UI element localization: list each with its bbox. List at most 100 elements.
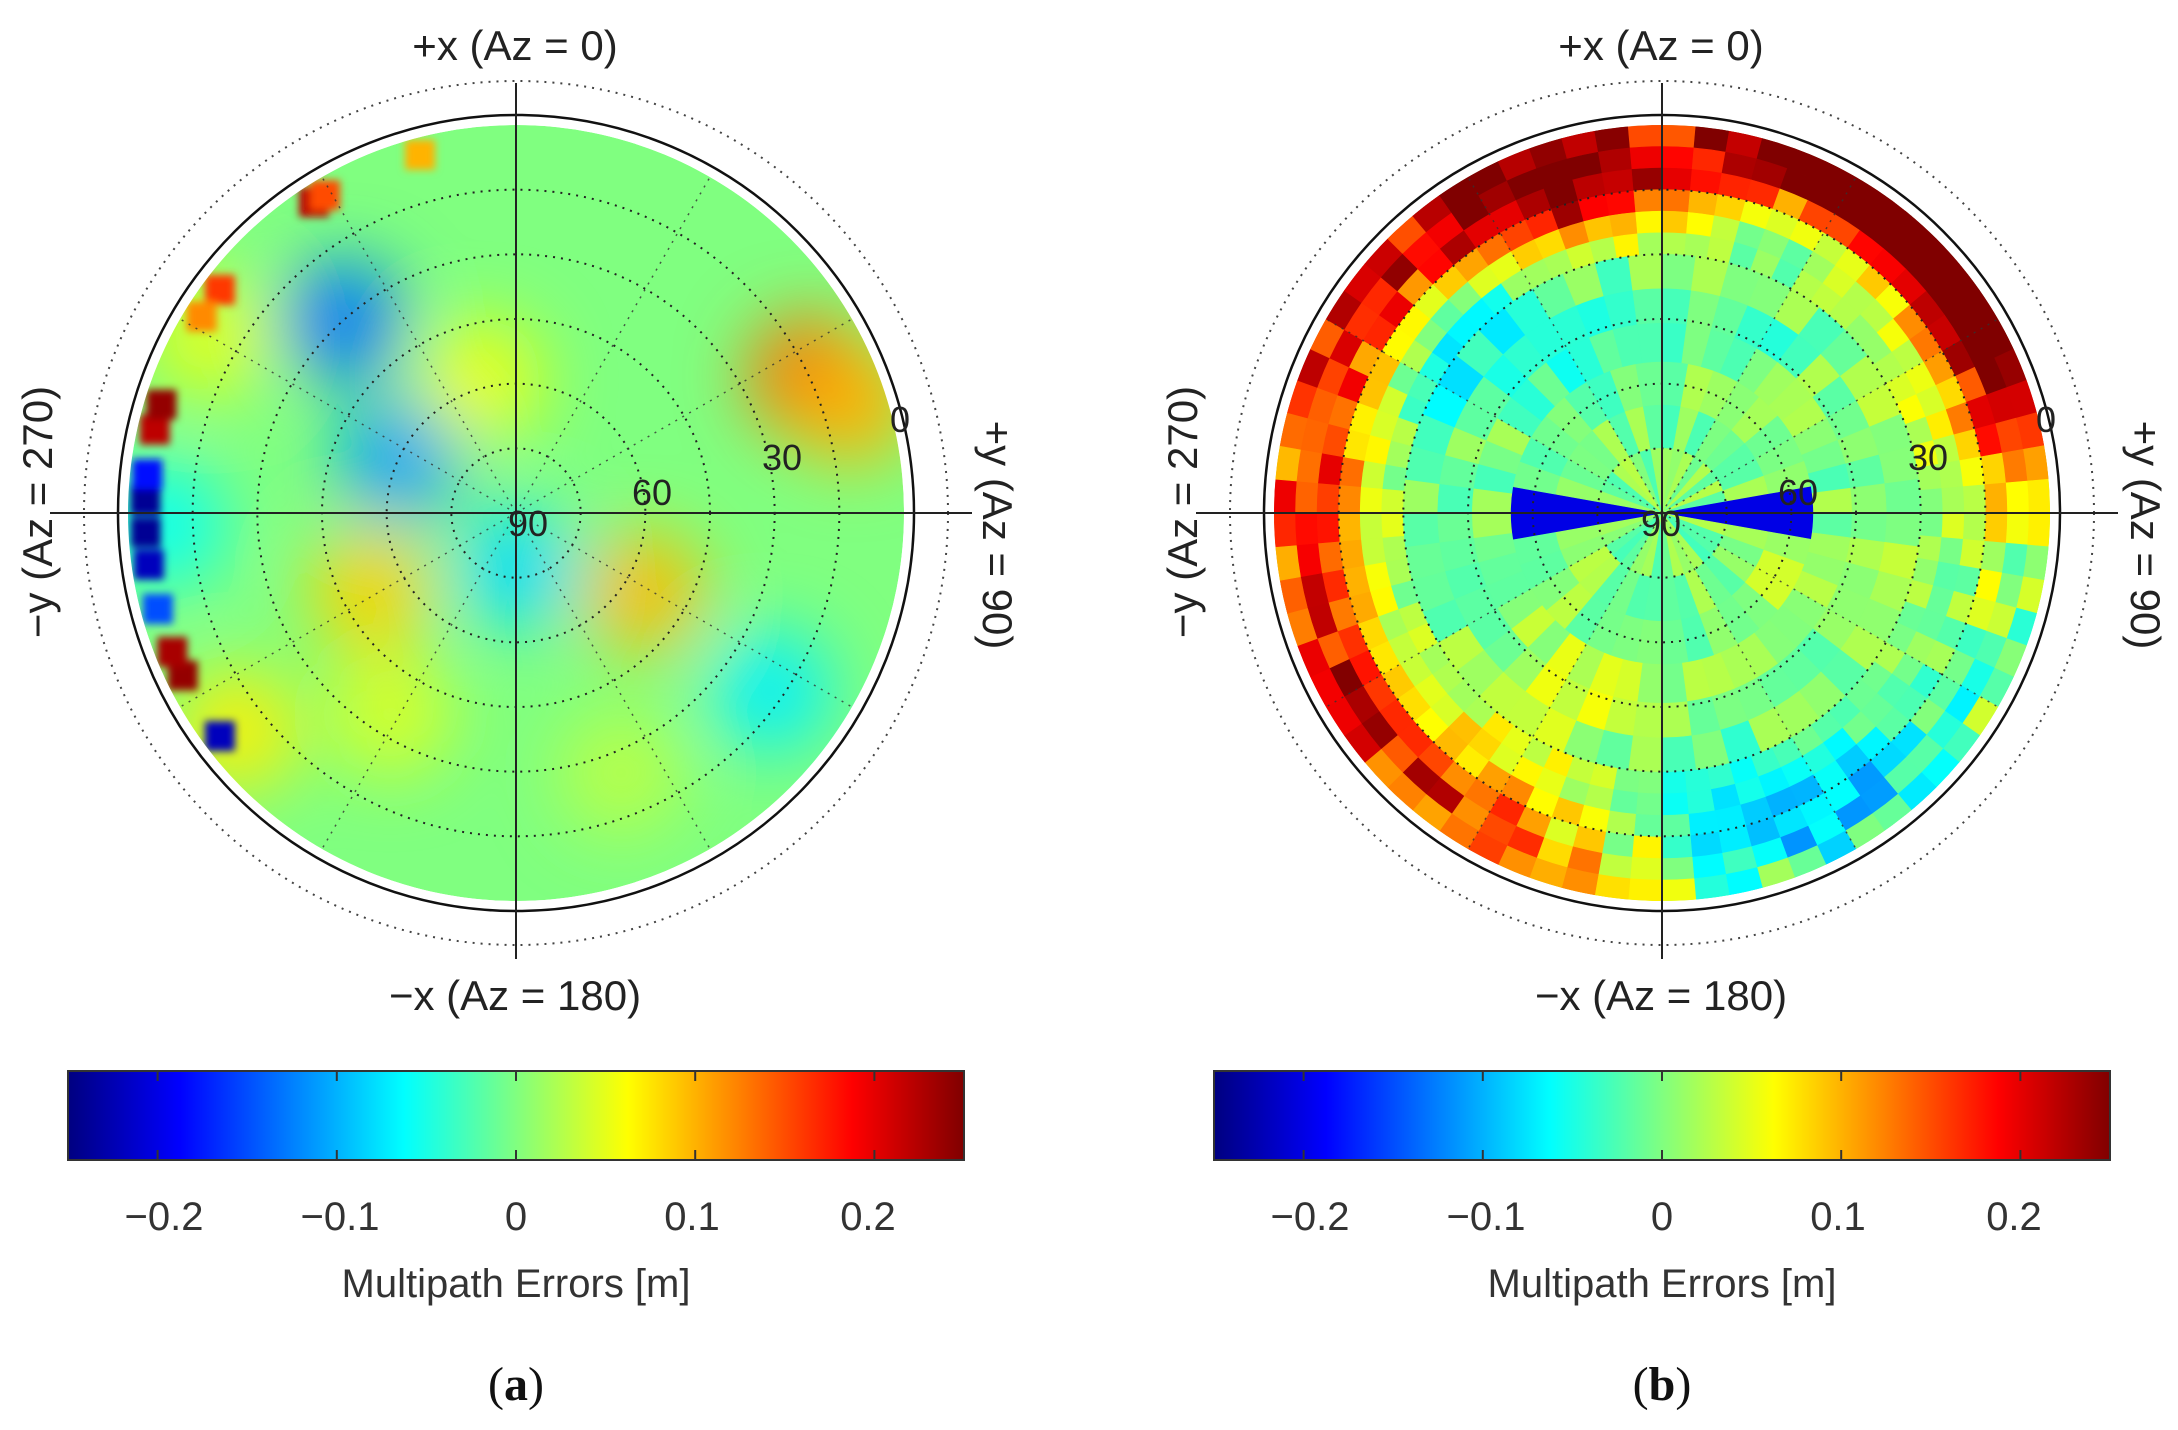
heatmap-cell <box>1274 512 1298 548</box>
heatmap-cell <box>186 301 217 332</box>
heatmap-cell <box>1437 512 1475 543</box>
heatmap-cell <box>1403 512 1441 548</box>
heatmap-disc <box>128 125 904 901</box>
heatmap-cell <box>1627 254 1663 292</box>
azimuth-spoke <box>1661 512 1999 708</box>
heatmap-cell <box>1661 146 1695 170</box>
heatmap-cell <box>1437 483 1475 514</box>
heatmap-cell <box>1689 169 1723 195</box>
colorbar-ticks <box>1302 1071 2022 1160</box>
colorbar-tick-label: 0.1 <box>664 1195 720 1239</box>
heatmap-cell <box>1318 540 1344 574</box>
polar-grid <box>50 80 972 959</box>
azimuth-spoke <box>1325 318 1663 514</box>
heatmap-cell <box>1403 478 1441 514</box>
heatmap-blob <box>418 317 543 442</box>
heatmap-cell <box>1609 212 1638 238</box>
heatmap-cell <box>1635 210 1663 235</box>
label-bottom: −x (Az = 180) <box>389 972 641 1019</box>
heatmap-cell <box>1629 146 1663 170</box>
azimuth-spoke <box>515 318 853 514</box>
heatmap-disc <box>1274 125 2050 901</box>
heatmap-cell <box>1605 190 1637 217</box>
heatmap-cell <box>1686 212 1715 238</box>
subfigure-letter: a <box>504 1358 528 1411</box>
azimuth-spoke <box>1325 512 1663 708</box>
heatmap-cell <box>1635 791 1663 816</box>
azimuth-spoke <box>515 512 711 850</box>
heatmap-cell <box>1940 486 1965 514</box>
heatmap-cell <box>1339 538 1366 570</box>
heatmap-cell <box>1937 537 1963 566</box>
heatmap-cell <box>1631 167 1663 192</box>
subfigure-label-b: (b) <box>1633 1358 1692 1411</box>
heatmap-cell <box>1661 770 1687 794</box>
heatmap-cell <box>1661 877 1697 901</box>
heatmap-cell <box>1980 452 2006 486</box>
heatmap-cell <box>1661 856 1695 880</box>
heatmap-cell <box>1632 288 1663 326</box>
heatmap-cell <box>1687 809 1719 836</box>
heatmap-cell <box>1361 537 1387 566</box>
heatmap-cell <box>1338 484 1362 514</box>
heatmap-cell <box>146 389 177 420</box>
heatmap-cell <box>1605 809 1637 836</box>
label-right: +y (Az = 90) <box>2122 421 2169 650</box>
heatmap-cell <box>1633 813 1663 837</box>
heatmap-cell <box>204 721 235 752</box>
elev-tick-90: 90 <box>508 503 548 544</box>
elev-tick-60: 60 <box>632 472 672 513</box>
skyplot-a: +x (Az = 0) −x (Az = 180) −y (Az = 270) … <box>14 22 1021 1411</box>
heatmap-blob <box>309 527 434 652</box>
azimuth-spoke <box>179 512 517 708</box>
heatmap-cell <box>1962 484 1986 514</box>
heatmap-cell <box>133 549 164 580</box>
heatmap-cell <box>1940 512 1965 540</box>
heatmap-cell <box>1661 167 1693 192</box>
heatmap-cell <box>1691 147 1726 174</box>
heatmap-cell <box>1296 449 1323 484</box>
heatmap-cell <box>1661 232 1687 256</box>
panel-a: +x (Az = 0) −x (Az = 180) −y (Az = 270) … <box>14 22 1021 1411</box>
elev-tick-0: 0 <box>890 399 910 440</box>
heatmap-cell <box>1627 125 1663 149</box>
heatmap-blob <box>581 530 706 655</box>
heatmap-cell <box>1339 456 1366 488</box>
heatmap-cell <box>1381 512 1405 538</box>
heatmap-cell <box>1684 233 1712 259</box>
azimuth-spoke <box>1661 318 1999 514</box>
heatmap-cell <box>1631 834 1663 859</box>
heatmap-cell <box>2005 480 2029 514</box>
heatmap-cell <box>1601 831 1635 857</box>
heatmap-cell <box>142 593 173 624</box>
azimuth-spoke <box>1661 512 1857 850</box>
heatmap-cell <box>130 485 161 516</box>
heatmap-cell <box>1919 488 1943 514</box>
heatmap-cell <box>1661 189 1691 213</box>
azimuth-spoke <box>515 176 711 514</box>
colorbar-label: Multipath Errors [m] <box>1488 1262 1837 1306</box>
heatmap-cell <box>1359 486 1384 514</box>
heatmap-cell <box>1296 542 1323 577</box>
colorbar-tick-label: −0.1 <box>301 1195 380 1239</box>
heatmap-cell <box>1637 232 1663 256</box>
heatmap-cell <box>1691 852 1726 879</box>
heatmap-cell <box>1958 538 1985 570</box>
heatmap-cell <box>1598 852 1633 879</box>
elev-tick-30: 30 <box>1908 437 1948 478</box>
heatmap-cell <box>2026 478 2050 514</box>
heatmap-cell <box>1316 512 1341 544</box>
azimuth-spoke <box>179 318 517 514</box>
heatmap-cell <box>1661 254 1697 292</box>
heatmap-cell <box>1661 834 1693 859</box>
heatmap-cell <box>1661 791 1689 816</box>
heatmap-cell <box>310 180 341 211</box>
heatmap-cell <box>132 459 163 490</box>
colorbar-ticks <box>156 1071 876 1160</box>
heatmap-cell <box>1689 831 1723 857</box>
heatmap-cell <box>1598 147 1633 174</box>
elev-tick-30: 30 <box>762 437 802 478</box>
heatmap-cell <box>1295 512 1319 546</box>
colorbar-tick-label: −0.2 <box>1271 1195 1350 1239</box>
heatmap-cell <box>1661 813 1691 837</box>
